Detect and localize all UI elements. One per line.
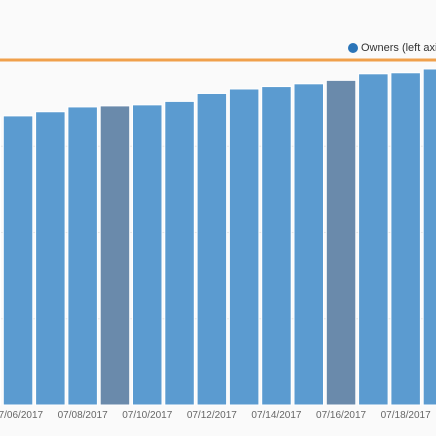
x-tick-label-07-08-2017: 07/08/2017 <box>58 410 108 421</box>
bar-07-13-2017[interactable] <box>228 88 260 406</box>
bar-07-19-2017[interactable] <box>422 68 436 406</box>
bar-07-07-2017[interactable] <box>35 111 66 406</box>
bar-07-15-2017[interactable] <box>293 83 324 406</box>
x-tick-label-07-06-2017: 07/06/2017 <box>0 410 44 421</box>
bar-07-08-2017[interactable] <box>67 106 98 406</box>
x-tick-labels: 07/06/2017 07/08/2017 07/10/2017 07/12/2017… <box>0 410 431 421</box>
bar-07-11-2017[interactable] <box>164 100 195 406</box>
bar-07-05-2017[interactable] <box>0 116 1 406</box>
x-tick-label-07-14-2017: 07/14/2017 <box>251 410 301 421</box>
x-tick-label-07-16-2017: 07/16/2017 <box>316 410 366 421</box>
x-tick-label-07-18-2017: 07/18/2017 <box>381 410 431 421</box>
x-tick-label-07-12-2017: 07/12/2017 <box>187 410 237 421</box>
bar-07-10-2017[interactable] <box>132 104 163 406</box>
bar-07-16-2017[interactable] <box>325 79 357 406</box>
legend-dot-icon <box>348 43 358 53</box>
bar-07-09-2017[interactable] <box>99 105 131 406</box>
legend-label: Owners (left axis) <box>361 42 436 54</box>
bar-07-14-2017[interactable] <box>261 86 292 406</box>
bar-07-17-2017[interactable] <box>358 73 389 406</box>
x-tick-label-07-10-2017: 07/10/2017 <box>122 410 172 421</box>
legend[interactable]: Owners (left axis) <box>348 42 436 54</box>
bars-layer <box>0 68 436 406</box>
bar-07-06-2017[interactable] <box>2 115 34 406</box>
bar-07-18-2017[interactable] <box>390 72 421 406</box>
bar-07-12-2017[interactable] <box>196 92 228 406</box>
